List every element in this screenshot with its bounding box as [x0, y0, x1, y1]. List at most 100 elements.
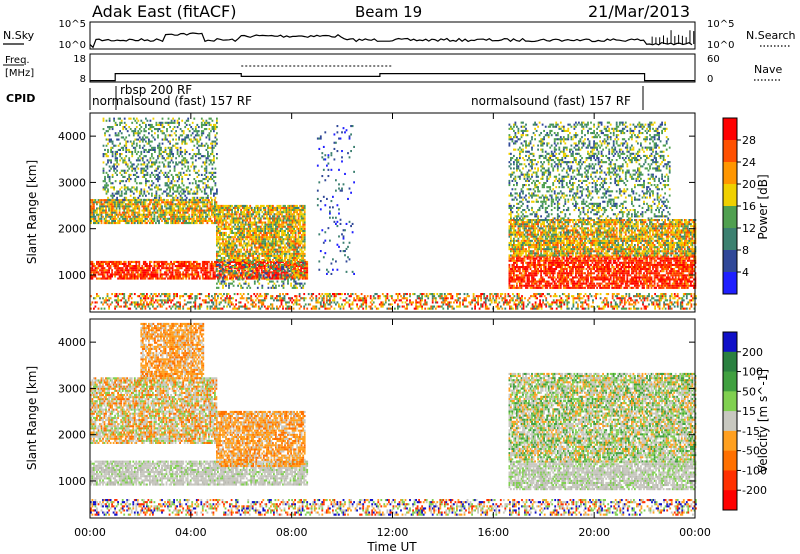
- power-cell: [241, 265, 243, 268]
- power-cell: [246, 246, 249, 249]
- power-cell: [237, 209, 239, 212]
- power-cell: [99, 260, 101, 263]
- power-cell: [105, 271, 107, 274]
- power-cell: [172, 138, 174, 141]
- power-cell: [183, 262, 186, 265]
- power-cell: [96, 260, 98, 263]
- power-cell: [149, 175, 152, 178]
- power-cell: [169, 165, 171, 168]
- power-cell: [107, 126, 109, 129]
- power-cell: [203, 167, 206, 170]
- power-cell: [516, 261, 518, 264]
- power-cell: [244, 269, 247, 272]
- power-cell: [131, 190, 134, 193]
- power-cell: [182, 273, 185, 276]
- power-cell: [240, 211, 242, 214]
- power-cell: [206, 273, 209, 276]
- power-cell: [191, 132, 194, 135]
- power-cell: [150, 207, 153, 210]
- cpid-segment-2: rbsp 200 RF: [120, 83, 192, 97]
- power-cell: [108, 180, 111, 183]
- power-cell: [142, 267, 145, 270]
- power-cell: [513, 272, 515, 275]
- power-cell: [158, 144, 161, 147]
- power-cell: [135, 260, 138, 263]
- power-cell: [104, 186, 106, 189]
- power-cell: [241, 271, 243, 274]
- power-cell: [208, 199, 210, 202]
- power-cell: [102, 262, 104, 265]
- power-cell: [284, 231, 286, 234]
- power-cell: [253, 263, 256, 266]
- power-cell: [159, 269, 162, 272]
- power-cell: [276, 225, 279, 228]
- power-cell: [97, 222, 100, 225]
- power-cell: [156, 273, 159, 276]
- power-cell: [129, 265, 132, 268]
- power-cell: [330, 272, 333, 275]
- power-cell: [342, 241, 345, 244]
- power-cell: [316, 164, 319, 167]
- power-cell: [119, 153, 121, 156]
- power-cell: [148, 186, 150, 189]
- power-cell: [190, 126, 193, 129]
- power-cell: [240, 225, 242, 228]
- power-cell: [203, 173, 206, 176]
- power-cell: [197, 126, 200, 129]
- power-cell: [156, 275, 159, 278]
- power-cell: [96, 269, 98, 272]
- power-cell: [214, 217, 216, 220]
- power-cell: [131, 144, 134, 147]
- power-cell: [105, 144, 108, 147]
- power-cell: [216, 157, 218, 160]
- power-cell: [173, 167, 176, 170]
- power-cell: [254, 260, 257, 263]
- power-cell: [249, 231, 252, 234]
- power-cell: [254, 273, 257, 276]
- power-cell: [149, 128, 152, 131]
- power-cell: [105, 138, 108, 141]
- power-cell: [162, 201, 165, 204]
- power-cell: [532, 276, 535, 279]
- power-cell: [288, 270, 291, 273]
- power-cell: [183, 213, 186, 216]
- power-cell: [350, 150, 352, 153]
- power-cell: [133, 273, 136, 276]
- power-cell: [138, 136, 141, 139]
- power-cell: [167, 180, 170, 183]
- power-cell: [179, 213, 181, 216]
- power-cell: [211, 205, 213, 208]
- power-cell: [300, 213, 303, 216]
- power-cell: [218, 260, 221, 263]
- power-cell: [225, 219, 227, 222]
- power-cell: [196, 142, 199, 145]
- power-cell: [540, 282, 542, 285]
- power-cell: [107, 188, 109, 191]
- power-cell: [103, 203, 106, 206]
- power-cell: [114, 157, 117, 160]
- power-cell: [170, 211, 172, 214]
- power-cell: [126, 271, 129, 274]
- power-cell: [288, 215, 291, 218]
- power-cell: [165, 205, 168, 208]
- power-cell: [178, 121, 180, 124]
- power-cell: [252, 254, 255, 257]
- power-cell: [279, 209, 282, 212]
- power-cell: [172, 153, 174, 156]
- power-cell: [152, 273, 154, 276]
- power-cell: [228, 256, 230, 259]
- power-cell: [332, 258, 334, 261]
- power-cell: [156, 215, 159, 218]
- power-cell: [298, 265, 301, 268]
- power-cell: [189, 217, 192, 220]
- power-cell: [531, 274, 533, 277]
- power-cell: [129, 215, 132, 218]
- power-cell: [128, 134, 131, 137]
- power-cell: [353, 272, 355, 275]
- power-cell: [262, 277, 265, 280]
- power-cell: [155, 273, 157, 276]
- power-cell: [288, 219, 291, 222]
- power-cell: [294, 265, 296, 268]
- power-cell: [299, 223, 301, 226]
- power-cell: [176, 146, 179, 149]
